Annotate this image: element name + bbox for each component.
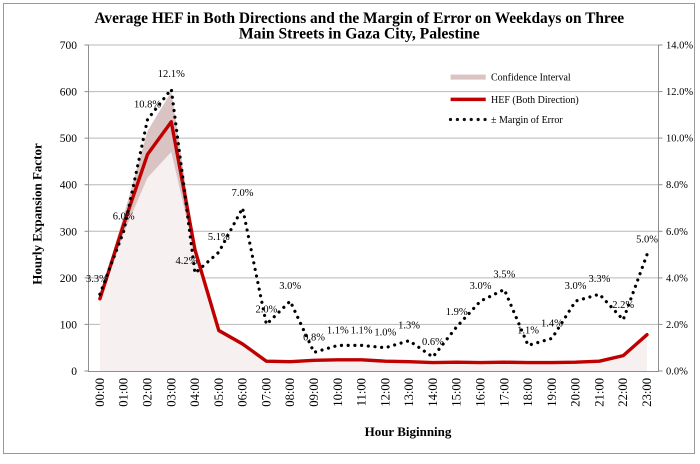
svg-text:18:00: 18:00 (521, 378, 535, 407)
svg-text:1.1%: 1.1% (327, 325, 349, 336)
svg-text:3.0%: 3.0% (470, 281, 492, 292)
svg-text:12.1%: 12.1% (158, 69, 185, 80)
svg-text:16:00: 16:00 (474, 378, 488, 407)
svg-text:Hourly Expansion Factor: Hourly Expansion Factor (30, 143, 45, 285)
svg-text:22:00: 22:00 (616, 378, 630, 407)
svg-text:14.0%: 14.0% (666, 41, 693, 52)
svg-text:5.1%: 5.1% (208, 232, 230, 243)
svg-text:4.2%: 4.2% (175, 256, 197, 267)
svg-text:19:00: 19:00 (545, 378, 559, 407)
svg-text:400: 400 (60, 180, 78, 192)
svg-text:00:00: 00:00 (93, 378, 107, 407)
svg-text:11:00: 11:00 (355, 378, 369, 406)
svg-text:Hour Biginning: Hour Biginning (365, 424, 452, 439)
svg-text:0.8%: 0.8% (303, 332, 325, 343)
svg-text:300: 300 (60, 226, 78, 238)
svg-text:2.2%: 2.2% (612, 300, 634, 311)
svg-text:03:00: 03:00 (164, 378, 178, 407)
svg-text:14:00: 14:00 (426, 378, 440, 407)
svg-text:1.9%: 1.9% (446, 307, 468, 318)
svg-text:10.0%: 10.0% (666, 134, 693, 145)
svg-text:09:00: 09:00 (307, 378, 321, 407)
svg-text:7.0%: 7.0% (232, 188, 254, 199)
svg-text:02:00: 02:00 (141, 378, 155, 407)
svg-text:Average HEF in Both Directions: Average HEF in Both Directions and the M… (94, 10, 624, 27)
svg-text:07:00: 07:00 (259, 378, 273, 407)
svg-text:1.1%: 1.1% (517, 325, 539, 336)
svg-text:0.6%: 0.6% (422, 337, 444, 348)
svg-text:2.0%: 2.0% (255, 304, 277, 315)
svg-text:17:00: 17:00 (497, 378, 511, 407)
svg-text:01:00: 01:00 (117, 378, 131, 407)
svg-text:500: 500 (60, 133, 78, 145)
svg-text:3.3%: 3.3% (86, 274, 108, 285)
svg-text:HEF (Both Direction): HEF (Both Direction) (491, 95, 579, 106)
svg-text:04:00: 04:00 (188, 378, 202, 407)
svg-text:21:00: 21:00 (592, 378, 606, 407)
svg-text:Confidence Interval: Confidence Interval (491, 73, 571, 84)
svg-text:15:00: 15:00 (450, 378, 464, 407)
svg-text:0.0%: 0.0% (666, 367, 688, 378)
svg-text:1.1%: 1.1% (351, 325, 373, 336)
svg-text:23:00: 23:00 (640, 378, 654, 407)
svg-text:12:00: 12:00 (378, 378, 392, 407)
svg-text:100: 100 (60, 319, 78, 331)
svg-text:2.0%: 2.0% (666, 320, 688, 331)
svg-text:06:00: 06:00 (236, 378, 250, 407)
svg-text:1.4%: 1.4% (541, 318, 563, 329)
svg-text:12.0%: 12.0% (666, 87, 693, 98)
svg-text:05:00: 05:00 (212, 378, 226, 407)
svg-text:6.0%: 6.0% (666, 227, 688, 238)
svg-text:Main Streets in Gaza City, Pal: Main Streets in Gaza City, Palestine (239, 26, 480, 43)
svg-text:0: 0 (71, 366, 77, 378)
svg-text:± Margin of Error: ± Margin of Error (491, 115, 563, 126)
svg-text:6.0%: 6.0% (113, 211, 135, 222)
svg-text:5.0%: 5.0% (636, 235, 658, 246)
svg-text:700: 700 (60, 40, 78, 52)
svg-text:3.0%: 3.0% (279, 281, 301, 292)
svg-text:1.3%: 1.3% (398, 321, 420, 332)
svg-text:10:00: 10:00 (331, 378, 345, 407)
svg-text:20:00: 20:00 (569, 378, 583, 407)
svg-text:3.0%: 3.0% (565, 281, 587, 292)
svg-text:10.8%: 10.8% (134, 100, 161, 111)
svg-text:13:00: 13:00 (402, 378, 416, 407)
svg-text:3.5%: 3.5% (493, 270, 515, 281)
svg-text:1.0%: 1.0% (374, 328, 396, 339)
svg-text:600: 600 (60, 87, 78, 99)
svg-text:200: 200 (60, 273, 78, 285)
svg-text:8.0%: 8.0% (666, 180, 688, 191)
svg-text:4.0%: 4.0% (666, 273, 688, 284)
svg-text:08:00: 08:00 (283, 378, 297, 407)
svg-text:3.3%: 3.3% (588, 274, 610, 285)
